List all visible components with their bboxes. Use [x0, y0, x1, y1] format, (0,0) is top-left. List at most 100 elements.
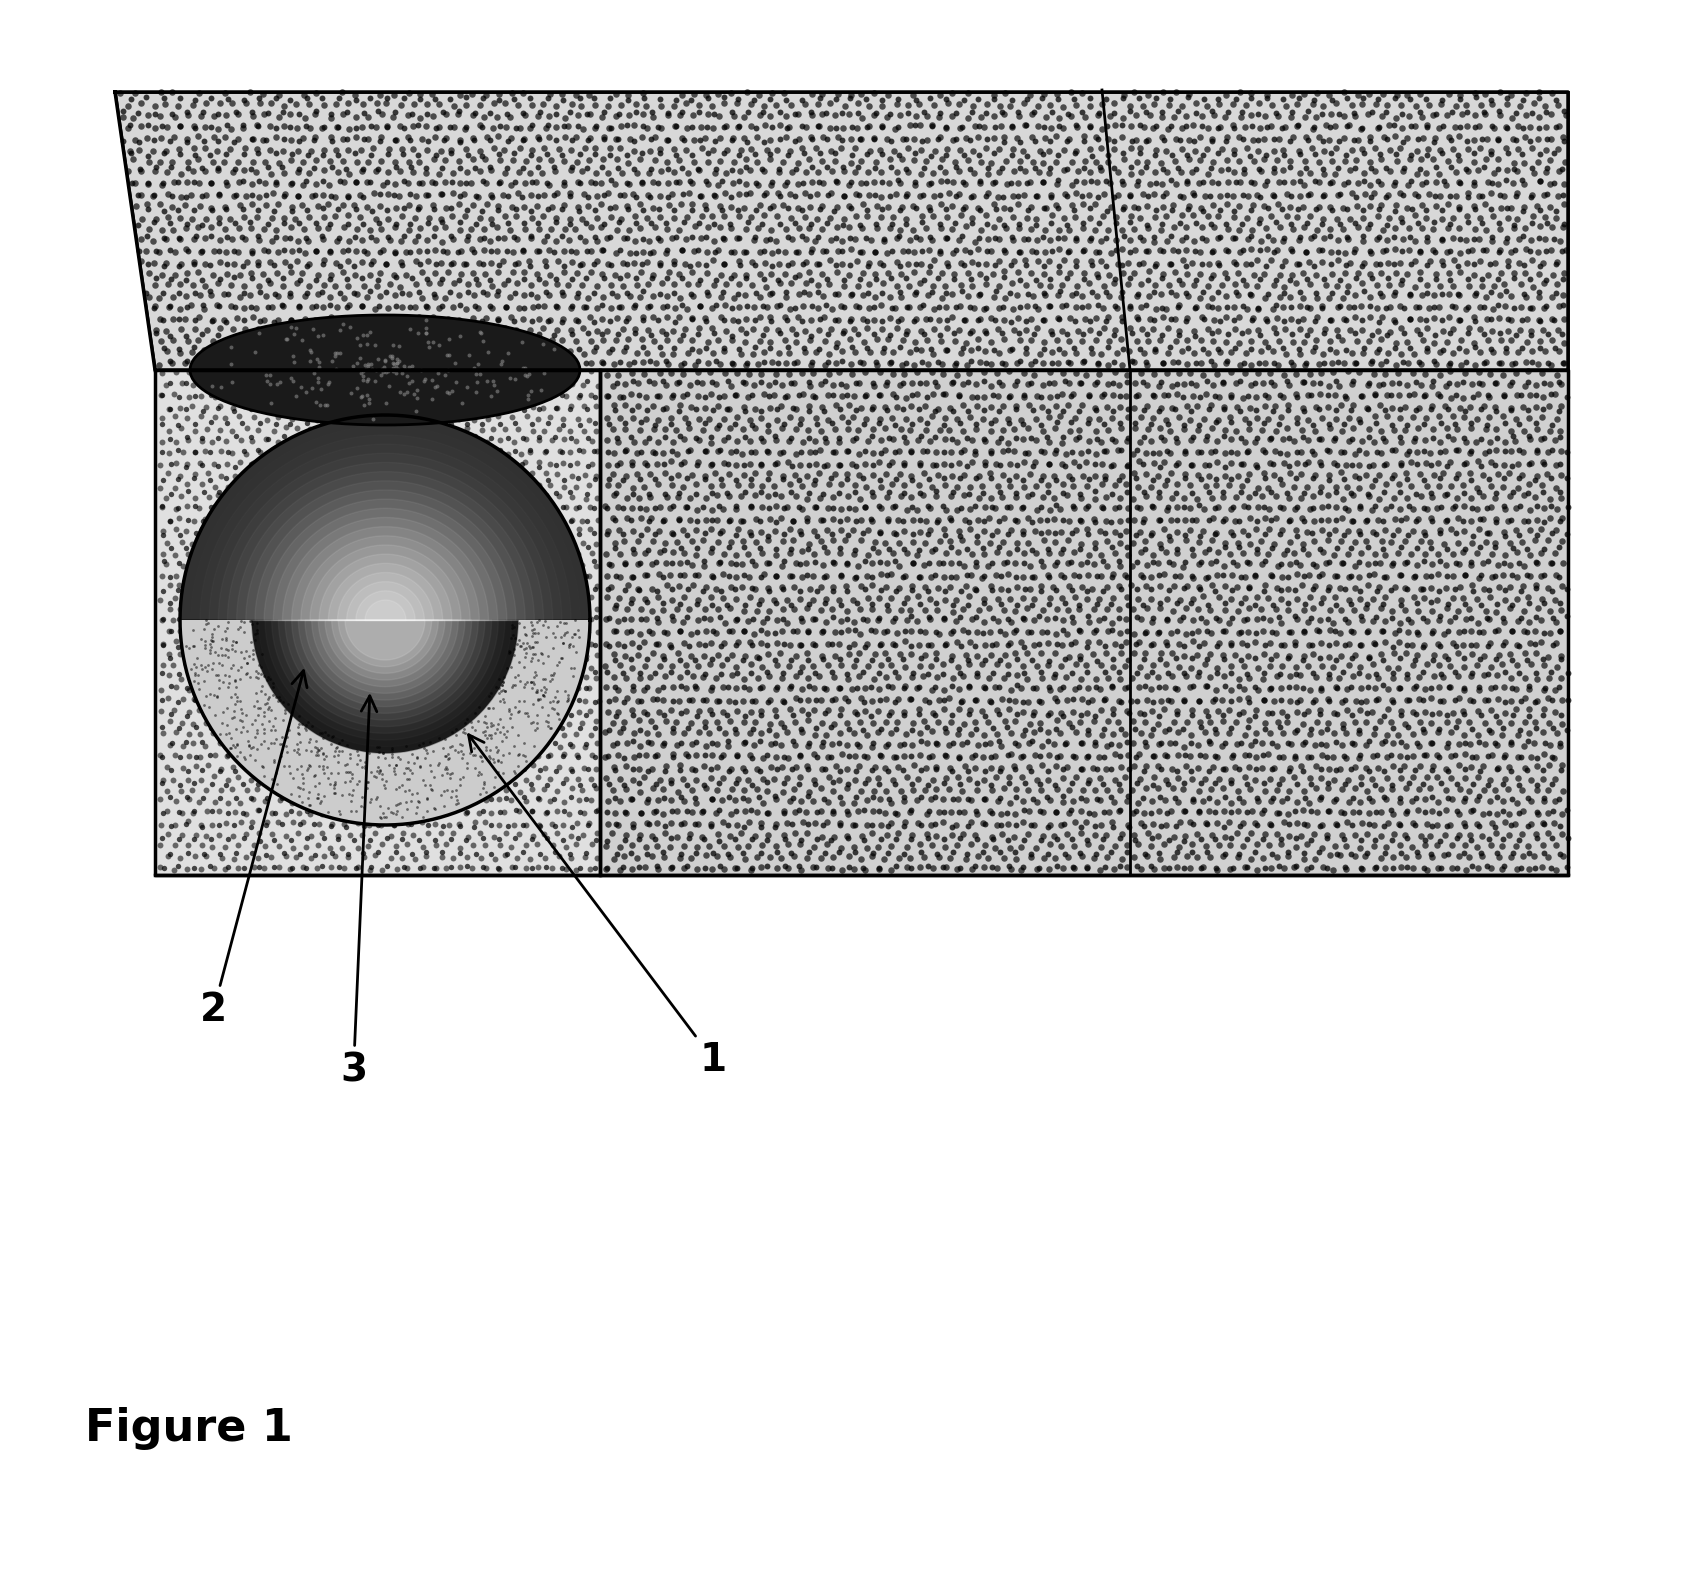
- Point: [387, 252, 415, 278]
- Point: [1056, 126, 1083, 151]
- Point: [868, 631, 895, 656]
- Point: [284, 576, 311, 601]
- Point: [349, 437, 376, 462]
- Point: [929, 551, 956, 576]
- Point: [1042, 492, 1069, 518]
- Point: [997, 252, 1024, 278]
- Point: [386, 183, 413, 208]
- Point: [1364, 743, 1391, 768]
- Point: [1284, 308, 1311, 333]
- Point: [1173, 114, 1200, 139]
- Point: [206, 316, 233, 341]
- Point: [140, 139, 168, 164]
- Point: [1311, 161, 1338, 186]
- Point: [1269, 196, 1296, 221]
- Point: [1387, 205, 1415, 230]
- Point: [1506, 317, 1533, 342]
- Point: [1000, 204, 1027, 229]
- Point: [905, 702, 932, 727]
- Point: [1235, 595, 1262, 620]
- Point: [1198, 393, 1225, 418]
- Point: [1349, 270, 1376, 295]
- Point: [673, 90, 700, 115]
- Point: [746, 193, 773, 218]
- Point: [988, 320, 1015, 346]
- Point: [428, 155, 455, 180]
- Point: [997, 742, 1024, 767]
- Point: [543, 614, 570, 639]
- Point: [1083, 306, 1110, 331]
- Point: [624, 576, 651, 601]
- Point: [1079, 620, 1107, 645]
- Point: [1393, 825, 1420, 851]
- Point: [1318, 197, 1345, 222]
- Point: [1486, 350, 1513, 376]
- Point: [415, 786, 442, 811]
- Point: [222, 99, 249, 125]
- Point: [1540, 631, 1567, 656]
- Point: [981, 104, 1008, 129]
- Point: [717, 530, 744, 555]
- Point: [633, 590, 660, 615]
- Point: [1406, 709, 1433, 734]
- Point: [239, 729, 266, 754]
- Point: [176, 636, 203, 661]
- Point: [1360, 608, 1387, 633]
- Point: [459, 832, 486, 857]
- Point: [624, 642, 651, 667]
- Point: [448, 609, 475, 634]
- Point: [868, 316, 895, 341]
- Point: [596, 115, 623, 140]
- Polygon shape: [266, 620, 504, 740]
- Point: [1323, 811, 1350, 836]
- Point: [523, 679, 550, 704]
- Point: [1438, 128, 1465, 153]
- Point: [222, 691, 249, 716]
- Point: [237, 735, 264, 761]
- Point: [1524, 776, 1552, 802]
- Point: [1213, 193, 1240, 218]
- Point: [1149, 170, 1176, 196]
- Point: [1347, 827, 1374, 852]
- Point: [1338, 813, 1365, 838]
- Point: [381, 172, 408, 197]
- Point: [1381, 197, 1408, 222]
- Point: [364, 486, 391, 511]
- Point: [738, 382, 765, 407]
- Point: [406, 150, 433, 175]
- Point: [347, 204, 374, 229]
- Point: [1455, 210, 1482, 235]
- Point: [1244, 426, 1271, 451]
- Point: [1359, 497, 1386, 522]
- Point: [1398, 251, 1425, 276]
- Point: [773, 611, 800, 636]
- Point: [1081, 191, 1108, 216]
- Point: [277, 308, 305, 333]
- Point: [387, 688, 415, 713]
- Point: [496, 705, 523, 731]
- Point: [1327, 756, 1354, 781]
- Point: [183, 410, 210, 436]
- Point: [501, 522, 528, 548]
- Point: [1257, 426, 1284, 451]
- Point: [1169, 271, 1196, 297]
- Point: [1530, 396, 1557, 421]
- Point: [271, 226, 298, 251]
- Point: [997, 609, 1024, 634]
- Point: [684, 369, 711, 394]
- Point: [284, 778, 311, 803]
- Point: [277, 308, 305, 333]
- Point: [926, 622, 953, 647]
- Point: [1465, 855, 1492, 881]
- Point: [878, 350, 905, 376]
- Point: [536, 667, 563, 693]
- Point: [489, 669, 516, 694]
- Point: [619, 398, 646, 423]
- Point: [1098, 810, 1125, 835]
- Point: [357, 743, 384, 768]
- Point: [1511, 281, 1538, 306]
- Point: [1465, 516, 1492, 541]
- Point: [239, 215, 266, 240]
- Point: [477, 484, 504, 510]
- Point: [398, 481, 425, 507]
